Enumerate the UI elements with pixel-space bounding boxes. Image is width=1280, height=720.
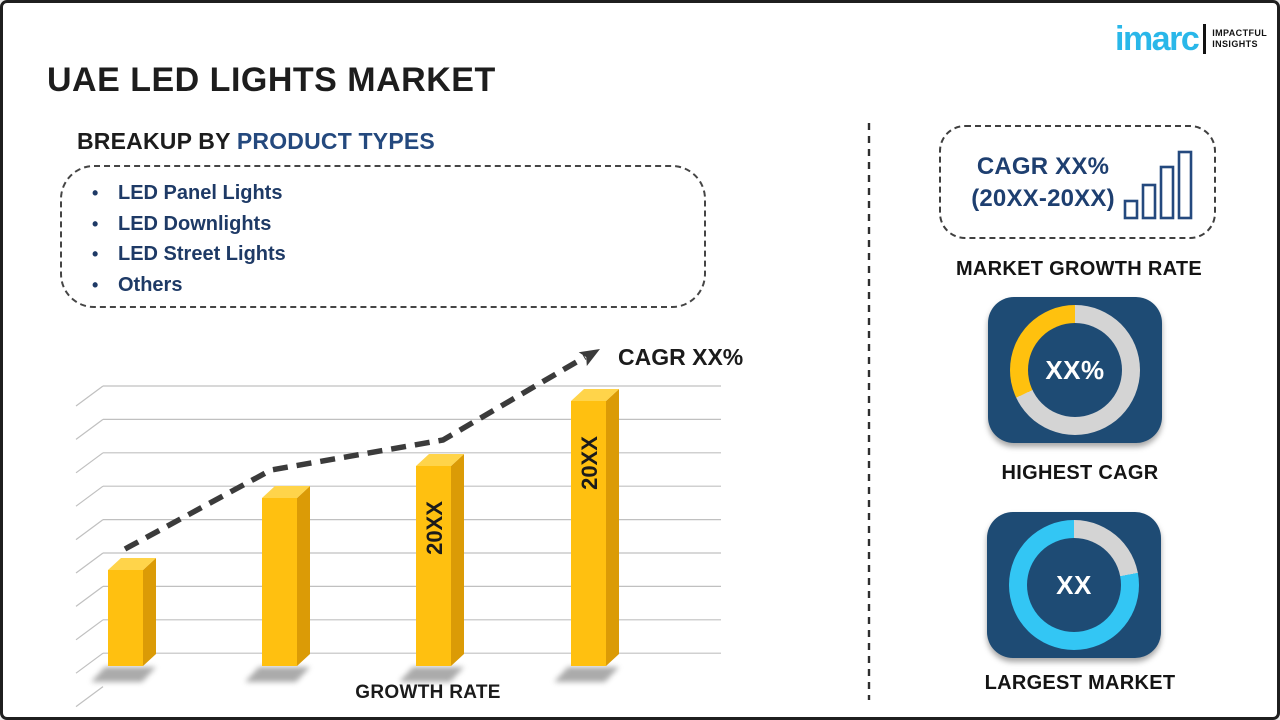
product-types-list: LED Panel LightsLED DownlightsLED Street… [62, 167, 704, 300]
imarc-logo: imarc IMPACTFUL INSIGHTS [1115, 17, 1267, 61]
trend-arrow [123, 349, 600, 552]
breakup-heading-prefix: BREAKUP BY [77, 128, 237, 154]
imarc-logo-text: imarc [1115, 20, 1200, 58]
bar-2 [245, 486, 310, 682]
largest-market-value: XX [1056, 569, 1092, 600]
trend-cagr-label: CAGR XX% [618, 344, 744, 370]
trend-arrowhead [578, 349, 600, 367]
cagr-callout-line1: CAGR XX% [976, 153, 1110, 180]
cagr-callout-box: CAGR XX% (20XX-20XX) [939, 125, 1216, 239]
bar-year-label: 20XX [577, 436, 602, 490]
bar-1 [91, 558, 156, 682]
product-type-item: LED Panel Lights [62, 178, 704, 209]
breakup-heading: BREAKUP BY PRODUCT TYPES [77, 128, 435, 155]
largest-market-label: LARGEST MARKET [984, 672, 1176, 694]
cagr-callout-line2: (20XX-20XX) [971, 185, 1115, 212]
bar-side-face [606, 389, 619, 666]
growth-bars-icon [1123, 150, 1193, 220]
bar-shadow [399, 667, 464, 682]
bar-front-face [262, 498, 297, 666]
bar-top-face [416, 454, 464, 466]
bar-side-face [451, 454, 464, 666]
largest-market-donut-chart: XX [1009, 520, 1139, 650]
page-title: UAE LED LIGHTS MARKET [47, 61, 496, 99]
product-type-item: LED Street Lights [62, 239, 704, 270]
highest-cagr-donut-chart: XX% [1010, 305, 1140, 435]
bar-shadow [245, 667, 310, 682]
product-type-item: Others [62, 270, 704, 301]
bar-side-face [297, 486, 310, 666]
largest-market-card: XX [987, 512, 1161, 658]
bar-top-face [262, 486, 310, 498]
highest-cagr-card: XX% [988, 297, 1162, 443]
cagr-callout-text: CAGR XX% (20XX-20XX) [957, 151, 1129, 215]
bar-front-face [571, 401, 606, 666]
highest-cagr-label: HIGHEST CAGR [1001, 462, 1159, 484]
trend-dashed-line [123, 354, 587, 552]
bar-3: 20XX [399, 454, 464, 682]
product-type-item: LED Downlights [62, 209, 704, 240]
logo-tagline: IMPACTFUL INSIGHTS [1212, 28, 1267, 50]
logo-divider [1203, 24, 1207, 54]
logo-tagline-line2: INSIGHTS [1212, 39, 1258, 49]
bar-4: 20XX [554, 389, 619, 682]
chart-x-axis-label: GROWTH RATE [355, 682, 501, 703]
bar-side-face [143, 558, 156, 666]
bar-top-face [108, 558, 156, 570]
product-types-box: LED Panel LightsLED DownlightsLED Street… [60, 165, 706, 308]
logo-tagline-line1: IMPACTFUL [1212, 28, 1268, 38]
bar-front-face [108, 570, 143, 666]
bar-year-label: 20XX [422, 501, 447, 555]
bar-front-face [416, 466, 451, 666]
chart-gridlines [75, 385, 721, 708]
bar-shadow [91, 667, 156, 682]
bar-shadow [554, 667, 619, 682]
market-growth-rate-label: MARKET GROWTH RATE [955, 258, 1203, 280]
breakup-heading-highlight: PRODUCT TYPES [236, 128, 435, 154]
bar-top-face [571, 389, 619, 401]
highest-cagr-value: XX% [1045, 354, 1105, 385]
bars-group: 20XX 20XX [91, 389, 619, 682]
